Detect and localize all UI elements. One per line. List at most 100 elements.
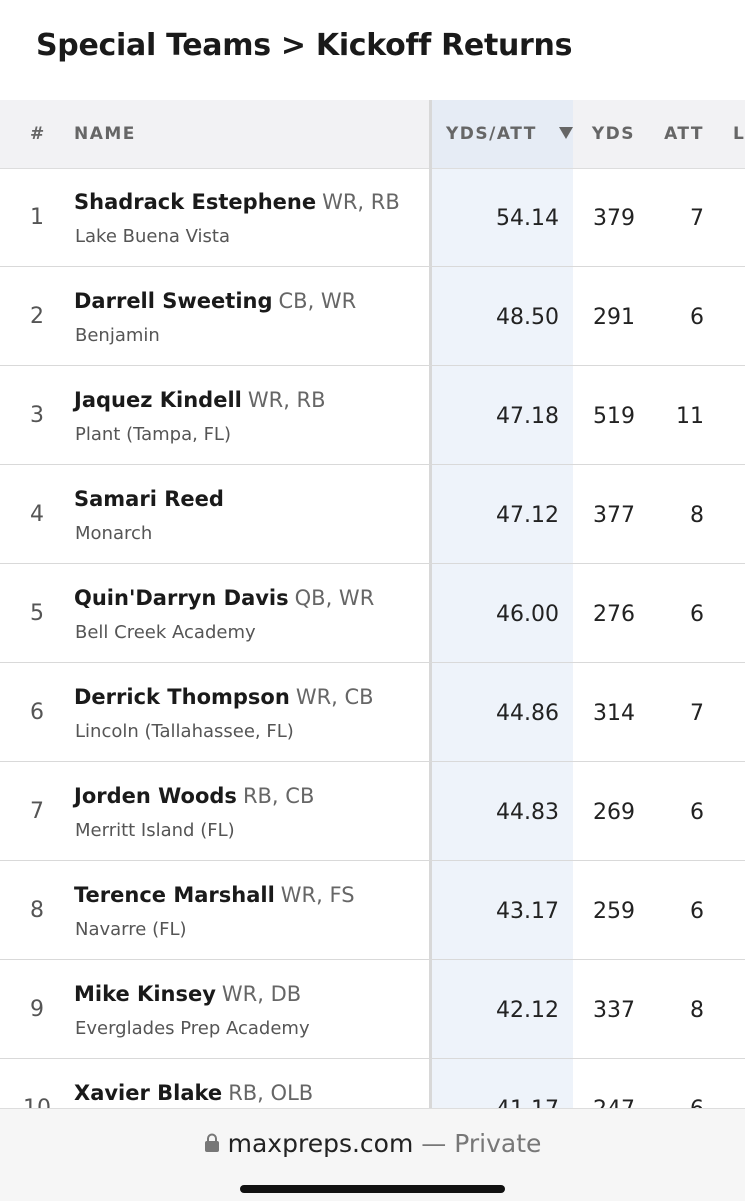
att: 6 [690, 800, 704, 825]
player-name: Samari Reed [74, 487, 224, 511]
att: 6 [690, 305, 704, 330]
positions: WR, DB [221, 982, 302, 1006]
table-row[interactable]: 1 Shadrack Estephene WR, RB Lake Buena Vist… [0, 168, 745, 267]
att: 11 [676, 404, 704, 429]
att: 7 [690, 701, 704, 726]
player-line: Darrell Sweeting CB, WR [74, 289, 356, 313]
browser-bar: maxpreps.com — Private [0, 1108, 745, 1201]
player-name: Jorden Woods [74, 784, 237, 808]
yds-att: 48.50 [496, 305, 559, 330]
player-name: Darrell Sweeting [74, 289, 273, 313]
domain: maxpreps.com [227, 1129, 414, 1158]
rank: 5 [30, 601, 44, 626]
yds: 259 [593, 899, 635, 924]
school: Everglades Prep Academy [75, 1018, 310, 1039]
positions: CB, WR [278, 289, 357, 313]
rank: 9 [30, 997, 44, 1022]
column-header[interactable]: ATT [664, 124, 704, 144]
rank: 10 [0, 1096, 74, 1108]
column-header: NAME [74, 124, 136, 144]
player-name: Jaquez Kindell [74, 388, 242, 412]
school: Plant (Tampa, FL) [75, 424, 231, 445]
table-row[interactable]: 5 Quin'Darryn Davis QB, WR Bell Creek Acade… [0, 564, 745, 663]
column-header[interactable]: L [733, 124, 745, 144]
table-row[interactable]: 6 Derrick Thompson WR, CB Lincoln (Tallahas… [0, 663, 745, 762]
yds-att: 54.14 [496, 206, 559, 231]
yds-att: 41.17 [496, 1097, 559, 1108]
school: Bell Creek Academy [75, 622, 256, 643]
yds-att: 46.00 [496, 602, 559, 627]
positions: WR, RB [322, 190, 400, 214]
yds-att: 47.18 [496, 404, 559, 429]
yds-att: 43.17 [496, 899, 559, 924]
yds: 379 [593, 206, 635, 231]
yds: 291 [593, 305, 635, 330]
rank: 6 [30, 700, 44, 725]
lock-icon [204, 1133, 219, 1152]
table-row[interactable]: 8 Terence Marshall WR, FS Navarre (FL) 43.17… [0, 861, 745, 960]
table-header: # NAME YDS/ATT YDS ATT L [0, 100, 745, 169]
yds-att: 44.83 [496, 800, 559, 825]
yds-att: 44.86 [496, 701, 559, 726]
yds-att: 42.12 [496, 998, 559, 1023]
yds: 314 [593, 701, 635, 726]
school: Navarre (FL) [75, 919, 187, 940]
player-line: Jorden Woods RB, CB [74, 784, 314, 808]
positions: RB, CB [242, 784, 315, 808]
att: 8 [690, 503, 704, 528]
yds: 519 [593, 404, 635, 429]
att: 7 [690, 206, 704, 231]
yds: 269 [593, 800, 635, 825]
att: 6 [690, 602, 704, 627]
sorted-header-bg [432, 100, 573, 168]
positions: WR, FS [280, 883, 355, 907]
player-line: Samari Reed [74, 487, 224, 511]
table-row[interactable]: 2 Darrell Sweeting CB, WR Benjamin 48.50 291 6 [0, 267, 745, 366]
player-line: Xavier Blake RB, OLB [74, 1081, 313, 1105]
player-line: Quin'Darryn Davis QB, WR [74, 586, 374, 610]
table-row[interactable]: 4 Samari Reed Monarch 47.12 377 8 [0, 465, 745, 564]
school: Lincoln (Tallahassee, FL) [75, 721, 294, 742]
positions: WR, RB [247, 388, 326, 412]
page-title: Special Teams > Kickoff Returns [36, 28, 573, 63]
column-header: # [30, 124, 46, 144]
player-name: Quin'Darryn Davis [74, 586, 289, 610]
yds: 276 [593, 602, 635, 627]
player-name: Xavier Blake [74, 1081, 223, 1105]
att: 6 [690, 899, 704, 924]
table-row[interactable]: 7 Jorden Woods RB, CB Merritt Island (FL) 44… [0, 762, 745, 861]
rank: 1 [30, 205, 44, 230]
player-name: Shadrack Estephene [74, 190, 317, 214]
column-header[interactable]: YDS/ATT [446, 124, 573, 144]
positions: QB, WR [294, 586, 375, 610]
yds: 337 [593, 998, 635, 1023]
rank: 2 [30, 304, 44, 329]
address[interactable]: maxpreps.com — Private [0, 1129, 745, 1158]
stats-table: # NAME YDS/ATT YDS ATT L 1 Shadrack Estephene W… [0, 100, 745, 1108]
rank: 4 [30, 502, 44, 527]
rank: 3 [30, 403, 44, 428]
yds: 247 [593, 1097, 635, 1108]
player-line: Terence Marshall WR, FS [74, 883, 355, 907]
home-indicator [240, 1185, 505, 1193]
att: 8 [690, 998, 704, 1023]
rank: 7 [30, 799, 44, 824]
table-row[interactable]: 9 Mike Kinsey WR, DB Everglades Prep Academ… [0, 960, 745, 1059]
column-header[interactable]: YDS [591, 124, 635, 144]
school: Benjamin [75, 325, 160, 346]
sorted-column-bg [432, 100, 573, 1108]
player-name: Derrick Thompson [74, 685, 290, 709]
player-line: Jaquez Kindell WR, RB [74, 388, 326, 412]
school: Lake Buena Vista [75, 226, 231, 247]
player-line: Shadrack Estephene WR, RB [74, 190, 400, 214]
player-name: Mike Kinsey [74, 982, 216, 1006]
school: Merritt Island (FL) [75, 820, 235, 841]
table-row[interactable]: 3 Jaquez Kindell WR, RB Plant (Tampa, FL) 47… [0, 366, 745, 465]
player-line: Derrick Thompson WR, CB [74, 685, 374, 709]
att: 6 [690, 1097, 704, 1108]
school: Monarch [75, 523, 153, 544]
yds: 377 [593, 503, 635, 528]
yds-att: 47.12 [496, 503, 559, 528]
